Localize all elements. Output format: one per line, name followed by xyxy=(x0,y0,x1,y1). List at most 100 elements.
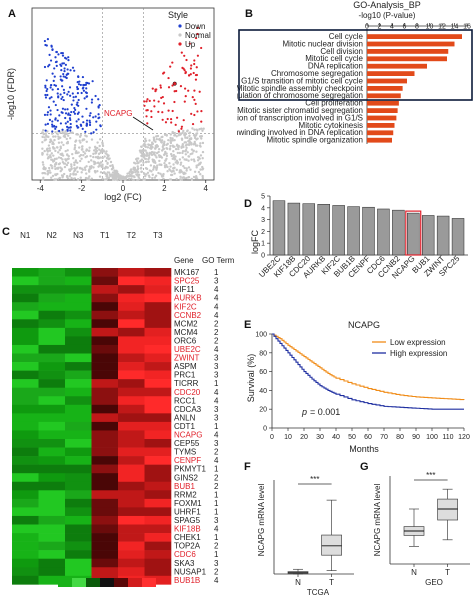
go-bar xyxy=(367,34,462,39)
gene-label: SPC25 xyxy=(174,277,200,286)
survival-x-tick-label: 60 xyxy=(364,434,372,441)
down-point xyxy=(85,119,89,122)
go-bar xyxy=(367,100,399,106)
heatmap-cell xyxy=(65,430,92,440)
logfc-tick-label: 5 xyxy=(261,194,265,201)
normal-point xyxy=(76,178,80,181)
heatmap-cell xyxy=(144,268,172,277)
heatmap-cell xyxy=(91,310,119,320)
normal-point xyxy=(165,154,169,158)
down-point xyxy=(46,87,49,91)
normal-point xyxy=(160,175,164,178)
normal-point xyxy=(179,175,182,178)
up-point xyxy=(193,113,196,117)
normal-point xyxy=(168,168,171,171)
up-point xyxy=(188,42,191,45)
normal-point xyxy=(61,131,65,135)
normal-point xyxy=(183,166,186,170)
heatmap-cell xyxy=(144,541,172,551)
normal-point xyxy=(144,160,148,164)
heatmap-cell xyxy=(65,370,92,380)
normal-point xyxy=(101,144,105,148)
down-point xyxy=(59,75,62,78)
normal-point xyxy=(96,161,100,165)
go-category-label: Mitotic spindle assembly checkpoint xyxy=(237,84,364,93)
down-point xyxy=(48,53,51,56)
normal-point xyxy=(90,138,94,141)
down-point xyxy=(90,132,93,135)
normal-point xyxy=(164,150,167,154)
normal-point xyxy=(196,129,199,132)
normal-point xyxy=(185,158,188,161)
normal-point xyxy=(140,163,143,167)
normal-point xyxy=(155,168,158,171)
go-title: GO-Analysis_BP xyxy=(353,0,421,10)
normal-point xyxy=(148,152,151,156)
normal-point xyxy=(201,150,205,154)
expression-heatmap: C N1 N2 N3 T1 T2 T3 Gene GO Term MK167 1 SPC25 3… xyxy=(2,226,235,587)
normal-point xyxy=(42,128,45,132)
normal-point xyxy=(97,165,100,168)
normal-point xyxy=(148,175,151,179)
geo-category-label: T xyxy=(445,568,450,577)
up-point xyxy=(161,111,164,114)
up-point xyxy=(175,116,179,119)
heatmap-cell xyxy=(91,353,119,363)
normal-point xyxy=(171,139,174,142)
survival-plot: E NCAPG Survival (%) 0 20 40 60 80 100 0 10 20 30… xyxy=(244,319,470,454)
gene-label: RCC1 xyxy=(174,396,196,405)
normal-point xyxy=(46,153,49,156)
down-point xyxy=(44,86,47,89)
go-category-label: DNA unwinding involved in DNA replicatio… xyxy=(237,128,363,137)
up-point xyxy=(177,130,180,133)
down-point xyxy=(61,95,64,99)
down-point xyxy=(82,121,85,124)
heatmap-cell xyxy=(118,268,145,277)
normal-point xyxy=(174,147,178,151)
normal-point xyxy=(56,172,59,176)
normal-point xyxy=(80,145,84,148)
normal-point xyxy=(80,157,83,161)
normal-point xyxy=(46,173,49,176)
normal-point xyxy=(104,159,108,163)
normal-point xyxy=(196,144,199,147)
down-point xyxy=(64,108,67,111)
normal-point xyxy=(99,161,103,164)
up-point xyxy=(183,54,186,57)
normal-point xyxy=(89,154,92,158)
volcano-x-label: log2 (FC) xyxy=(104,192,142,202)
normal-point xyxy=(85,140,88,143)
heatmap-cell xyxy=(12,344,39,354)
normal-point xyxy=(92,149,96,152)
normal-point xyxy=(99,151,102,154)
normal-point xyxy=(156,134,160,138)
heatmap-cell xyxy=(144,319,172,329)
normal-point xyxy=(160,163,163,167)
normal-point xyxy=(55,161,58,165)
normal-point xyxy=(92,155,95,159)
up-point xyxy=(198,90,201,93)
down-point xyxy=(71,66,75,69)
down-point xyxy=(50,96,53,99)
heatmap-cell xyxy=(12,268,39,277)
survival-title: NCAPG xyxy=(348,320,380,330)
panel-letter-b: B xyxy=(245,8,253,20)
logfc-bar xyxy=(436,215,450,256)
normal-point xyxy=(85,165,88,168)
normal-point xyxy=(124,177,128,181)
heatmap-cell xyxy=(118,533,145,542)
normal-point xyxy=(48,140,52,144)
normal-point xyxy=(157,150,160,154)
normal-point xyxy=(88,146,91,149)
heatmap-cell xyxy=(91,498,119,508)
normal-point xyxy=(185,143,189,146)
heatmap-cell xyxy=(91,362,119,371)
logfc-tick-label: 2 xyxy=(261,229,265,236)
normal-point xyxy=(61,154,65,157)
normal-point xyxy=(51,166,54,170)
normal-point xyxy=(168,148,172,151)
down-point xyxy=(60,64,63,68)
heatmap-cell xyxy=(118,447,145,457)
go-bar xyxy=(367,115,397,121)
